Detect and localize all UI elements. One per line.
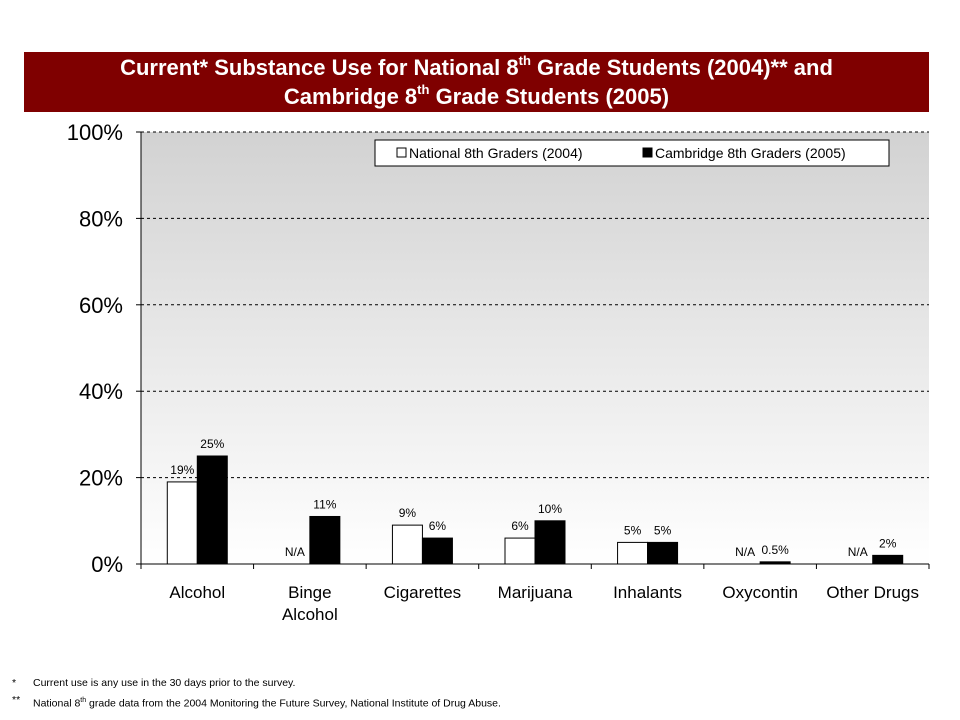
bar (534, 520, 566, 565)
x-tick-label: Inhalants (613, 583, 682, 602)
bar (391, 524, 423, 565)
data-label: 5% (624, 523, 642, 537)
legend-label: Cambridge 8th Graders (2005) (655, 145, 846, 161)
data-label: 11% (313, 497, 336, 511)
bar (421, 537, 453, 565)
bar (166, 481, 198, 565)
plot-area (141, 132, 929, 564)
y-tick-label: 40% (79, 379, 123, 404)
x-tick-label: Binge Alcohol (282, 583, 338, 624)
bar (196, 455, 228, 565)
data-label: 10% (538, 502, 562, 516)
data-label: 25% (200, 437, 224, 451)
data-label: 6% (511, 519, 529, 533)
data-label: 2% (879, 536, 897, 550)
chart-title-line-1: Current* Substance Use for National 8th … (120, 52, 833, 80)
footnotes: * Current use is any use in the 30 days … (12, 675, 932, 713)
y-tick-label: 60% (79, 293, 123, 318)
y-tick-label: 100% (67, 120, 123, 145)
legend-label: National 8th Graders (2004) (409, 145, 583, 161)
bar (759, 561, 791, 565)
data-label: 0.5% (761, 543, 789, 557)
data-label: N/A (285, 545, 305, 559)
x-tick-label: Cigarettes (384, 583, 461, 602)
legend-box (374, 139, 890, 167)
data-label: 5% (654, 523, 672, 537)
y-tick-label: 20% (79, 466, 123, 491)
bar (617, 541, 649, 565)
data-label: N/A (848, 545, 868, 559)
bar (504, 537, 536, 565)
bar (309, 515, 341, 565)
x-tick-label: Alcohol (169, 583, 225, 602)
chart-title-banner: Current* Substance Use for National 8th … (24, 52, 929, 112)
y-tick-label: 80% (79, 206, 123, 231)
chart-title-line-2: Cambridge 8th Grade Students (2005) (283, 81, 670, 109)
x-tick-label: Other Drugs (826, 583, 919, 602)
data-label: N/A (735, 545, 755, 559)
bar-chart: 0% 20% 40% 60% 80% 100% Alcohol Binge Alcohol Cig… (67, 120, 930, 624)
legend-swatch (396, 147, 407, 158)
x-tick-label: Marijuana (498, 583, 573, 602)
data-label: 9% (399, 506, 417, 520)
data-label: 19% (170, 463, 194, 477)
data-label: 6% (429, 519, 447, 533)
bar (647, 541, 679, 565)
x-tick-label: Oxycontin (722, 583, 798, 602)
footnote-2: ** National 8th grade data from the 2004… (12, 694, 501, 710)
legend-swatch (642, 147, 653, 158)
footnote-1: * Current use is any use in the 30 days … (12, 677, 296, 689)
bar (872, 554, 904, 565)
y-tick-label: 0% (91, 552, 123, 577)
